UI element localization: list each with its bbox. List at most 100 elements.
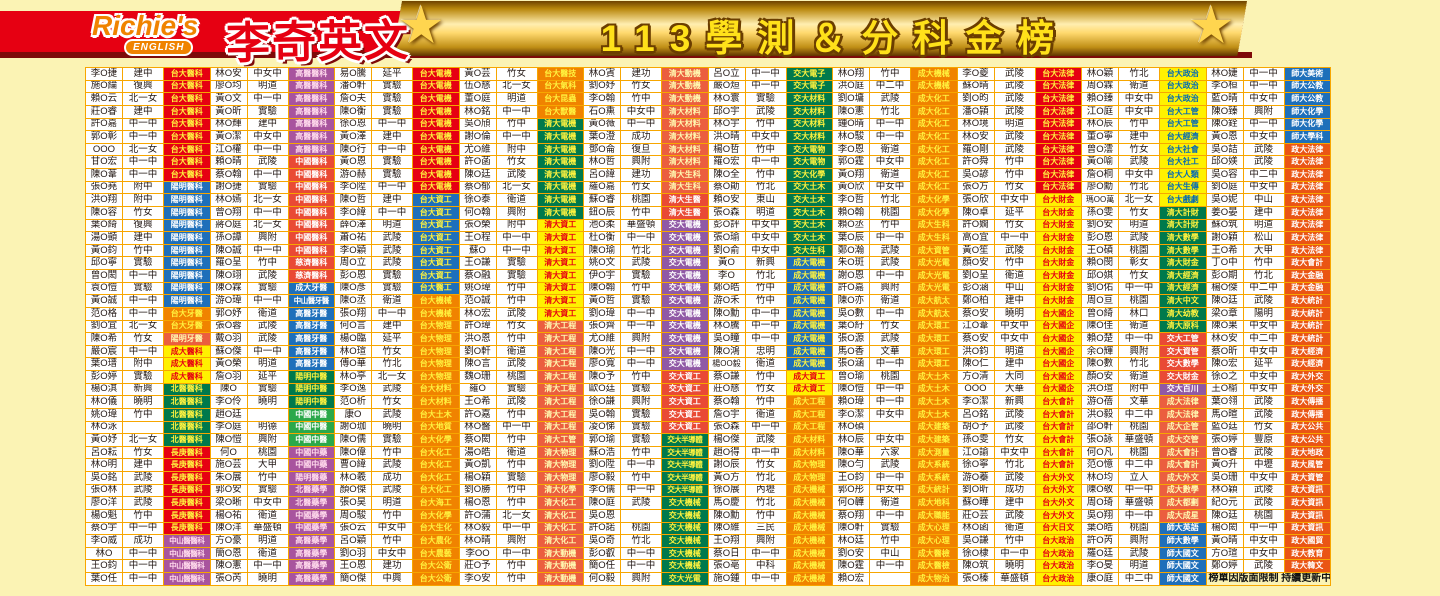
student-name-cell: 楊O祐 <box>210 509 247 522</box>
department-cell: 台大工管 <box>1160 105 1206 118</box>
school-cell: 興附 <box>621 573 661 585</box>
department-cell: 台大電機 <box>413 181 459 194</box>
student-name-cell: 黃O方 <box>708 472 745 484</box>
department-cell: 長庚醫科 <box>164 484 210 497</box>
school-cell: 明德 <box>247 421 288 434</box>
department-cell: 台大公衛 <box>413 560 459 572</box>
school-cell: 建中 <box>1243 206 1284 219</box>
student-name-cell: 楊O哲 <box>708 143 745 156</box>
student-name-cell: 凌O悌 <box>584 421 620 434</box>
student-name-cell: 蘇O睿 <box>584 194 620 206</box>
school-cell: 武陵 <box>372 459 412 471</box>
department-cell: 北醫醫科 <box>164 396 210 408</box>
department-cell: 交大資工 <box>662 371 708 383</box>
student-name-cell: 顏O安 <box>957 257 994 269</box>
student-name-cell: OOO <box>86 143 122 156</box>
school-cell: 竹中 <box>372 509 412 522</box>
department-cell: 台大土木 <box>413 408 459 421</box>
department-cell: 成大化工 <box>911 105 957 118</box>
student-name-cell: 陳O臻 <box>1206 105 1243 118</box>
student-name-cell: 洪O庭 <box>833 80 869 93</box>
school-cell: 中一中 <box>496 232 537 244</box>
school-cell: 竹女 <box>1119 143 1159 156</box>
school-cell: 桃園 <box>621 194 661 206</box>
school-cell: 陽明 <box>1243 307 1284 320</box>
school-cell: 興附 <box>1119 345 1159 358</box>
department-cell: 台大國企 <box>1035 320 1081 333</box>
school-cell: 興附 <box>247 434 288 446</box>
department-cell: 師大國文 <box>1160 547 1206 560</box>
department-cell: 交大電子 <box>786 80 832 93</box>
department-cell: 中山醫牙醫 <box>288 295 334 307</box>
department-cell: 台大醫科 <box>164 80 210 93</box>
department-cell: 交大材料 <box>786 93 832 105</box>
student-name-cell: 蘇O浩 <box>584 446 620 459</box>
school-cell: 中一中 <box>372 143 412 156</box>
student-name-cell: 顏O安 <box>1082 371 1118 383</box>
school-cell: 竹中 <box>621 93 661 105</box>
school-cell: 文華 <box>1119 396 1159 408</box>
student-name-cell: 賴O楚 <box>1082 333 1118 345</box>
school-cell: 竹女 <box>123 446 163 459</box>
department-cell: 政大法律 <box>1284 169 1330 181</box>
department-cell: 清大化學 <box>537 484 583 497</box>
department-cell: 長庚醫科 <box>164 522 210 535</box>
department-cell: 政大經濟 <box>1284 358 1330 370</box>
department-cell: 成大工程 <box>786 396 832 408</box>
student-name-cell: 李O緯 <box>335 206 371 219</box>
school-cell: 中女中 <box>870 434 910 446</box>
school-cell: 興附 <box>1243 105 1284 118</box>
student-name-cell: 杜O衡 <box>584 232 620 244</box>
student-name-cell: 蘇O晴 <box>957 80 994 93</box>
student-name-cell: 楊O臨 <box>335 333 371 345</box>
school-cell: 彰女 <box>1119 257 1159 269</box>
school-cell: 竹中 <box>621 282 661 295</box>
school-cell: 中一中 <box>745 156 786 168</box>
school-cell: 北一女 <box>496 80 537 93</box>
department-cell: 交大生科 <box>786 244 832 257</box>
student-name-cell: 葉O紆 <box>833 320 869 333</box>
school-cell: 武陵 <box>247 333 288 345</box>
department-cell: 交大機械 <box>662 522 708 535</box>
school-cell: 武陵 <box>372 244 412 257</box>
school-cell: 中一中 <box>123 270 163 282</box>
department-cell: 台大地質 <box>413 421 459 434</box>
student-name-cell: 陳O儒 <box>335 434 371 446</box>
student-name-cell: 陳O勳 <box>708 307 745 320</box>
school-cell: 明道 <box>745 206 786 219</box>
department-cell: 清大化工 <box>537 509 583 522</box>
department-cell: 中國中藥 <box>288 446 334 459</box>
department-cell: 成大機械 <box>786 484 832 497</box>
department-cell: 成大醫檢 <box>911 560 957 572</box>
department-cell: 成大外文 <box>1160 472 1206 484</box>
school-cell: 竹中 <box>994 535 1035 547</box>
school-cell: 衛道 <box>994 270 1035 282</box>
department-cell: 清大物理 <box>537 446 583 459</box>
student-name-cell: 謝O恩 <box>833 270 869 282</box>
department-cell: 政大公共 <box>1284 434 1330 446</box>
school-cell: 中一中 <box>247 93 288 105</box>
department-cell: 交大電機 <box>662 333 708 345</box>
department-cell: 交大土木 <box>786 206 832 219</box>
school-cell: 中一中 <box>372 118 412 131</box>
department-cell: 清大材料 <box>662 156 708 168</box>
school-cell: 武陵 <box>247 156 288 168</box>
department-cell: 交大電機 <box>662 320 708 333</box>
school-cell: 武陵 <box>870 333 910 345</box>
department-cell: 台大牙醫 <box>164 320 210 333</box>
school-cell: 衛道 <box>496 446 537 459</box>
department-cell: 師大美術 <box>1284 68 1330 80</box>
department-cell: 台大物理 <box>413 358 459 370</box>
school-cell: 竹中 <box>372 535 412 547</box>
student-name-cell: 葉O翎 <box>1206 396 1243 408</box>
school-cell: 明道 <box>372 497 412 509</box>
school-cell: 桃園 <box>1243 509 1284 522</box>
student-name-cell: 賴O翰 <box>833 206 869 219</box>
department-cell: 台大醫科 <box>164 156 210 168</box>
student-name-cell: 尤O維 <box>459 143 496 156</box>
department-cell: 師大英語 <box>1160 522 1206 535</box>
department-cell: 成大系統 <box>911 459 957 471</box>
school-cell: 竹北 <box>745 472 786 484</box>
department-cell: 成大環工 <box>911 345 957 358</box>
student-name-cell: 葉O皓 <box>1082 522 1118 535</box>
